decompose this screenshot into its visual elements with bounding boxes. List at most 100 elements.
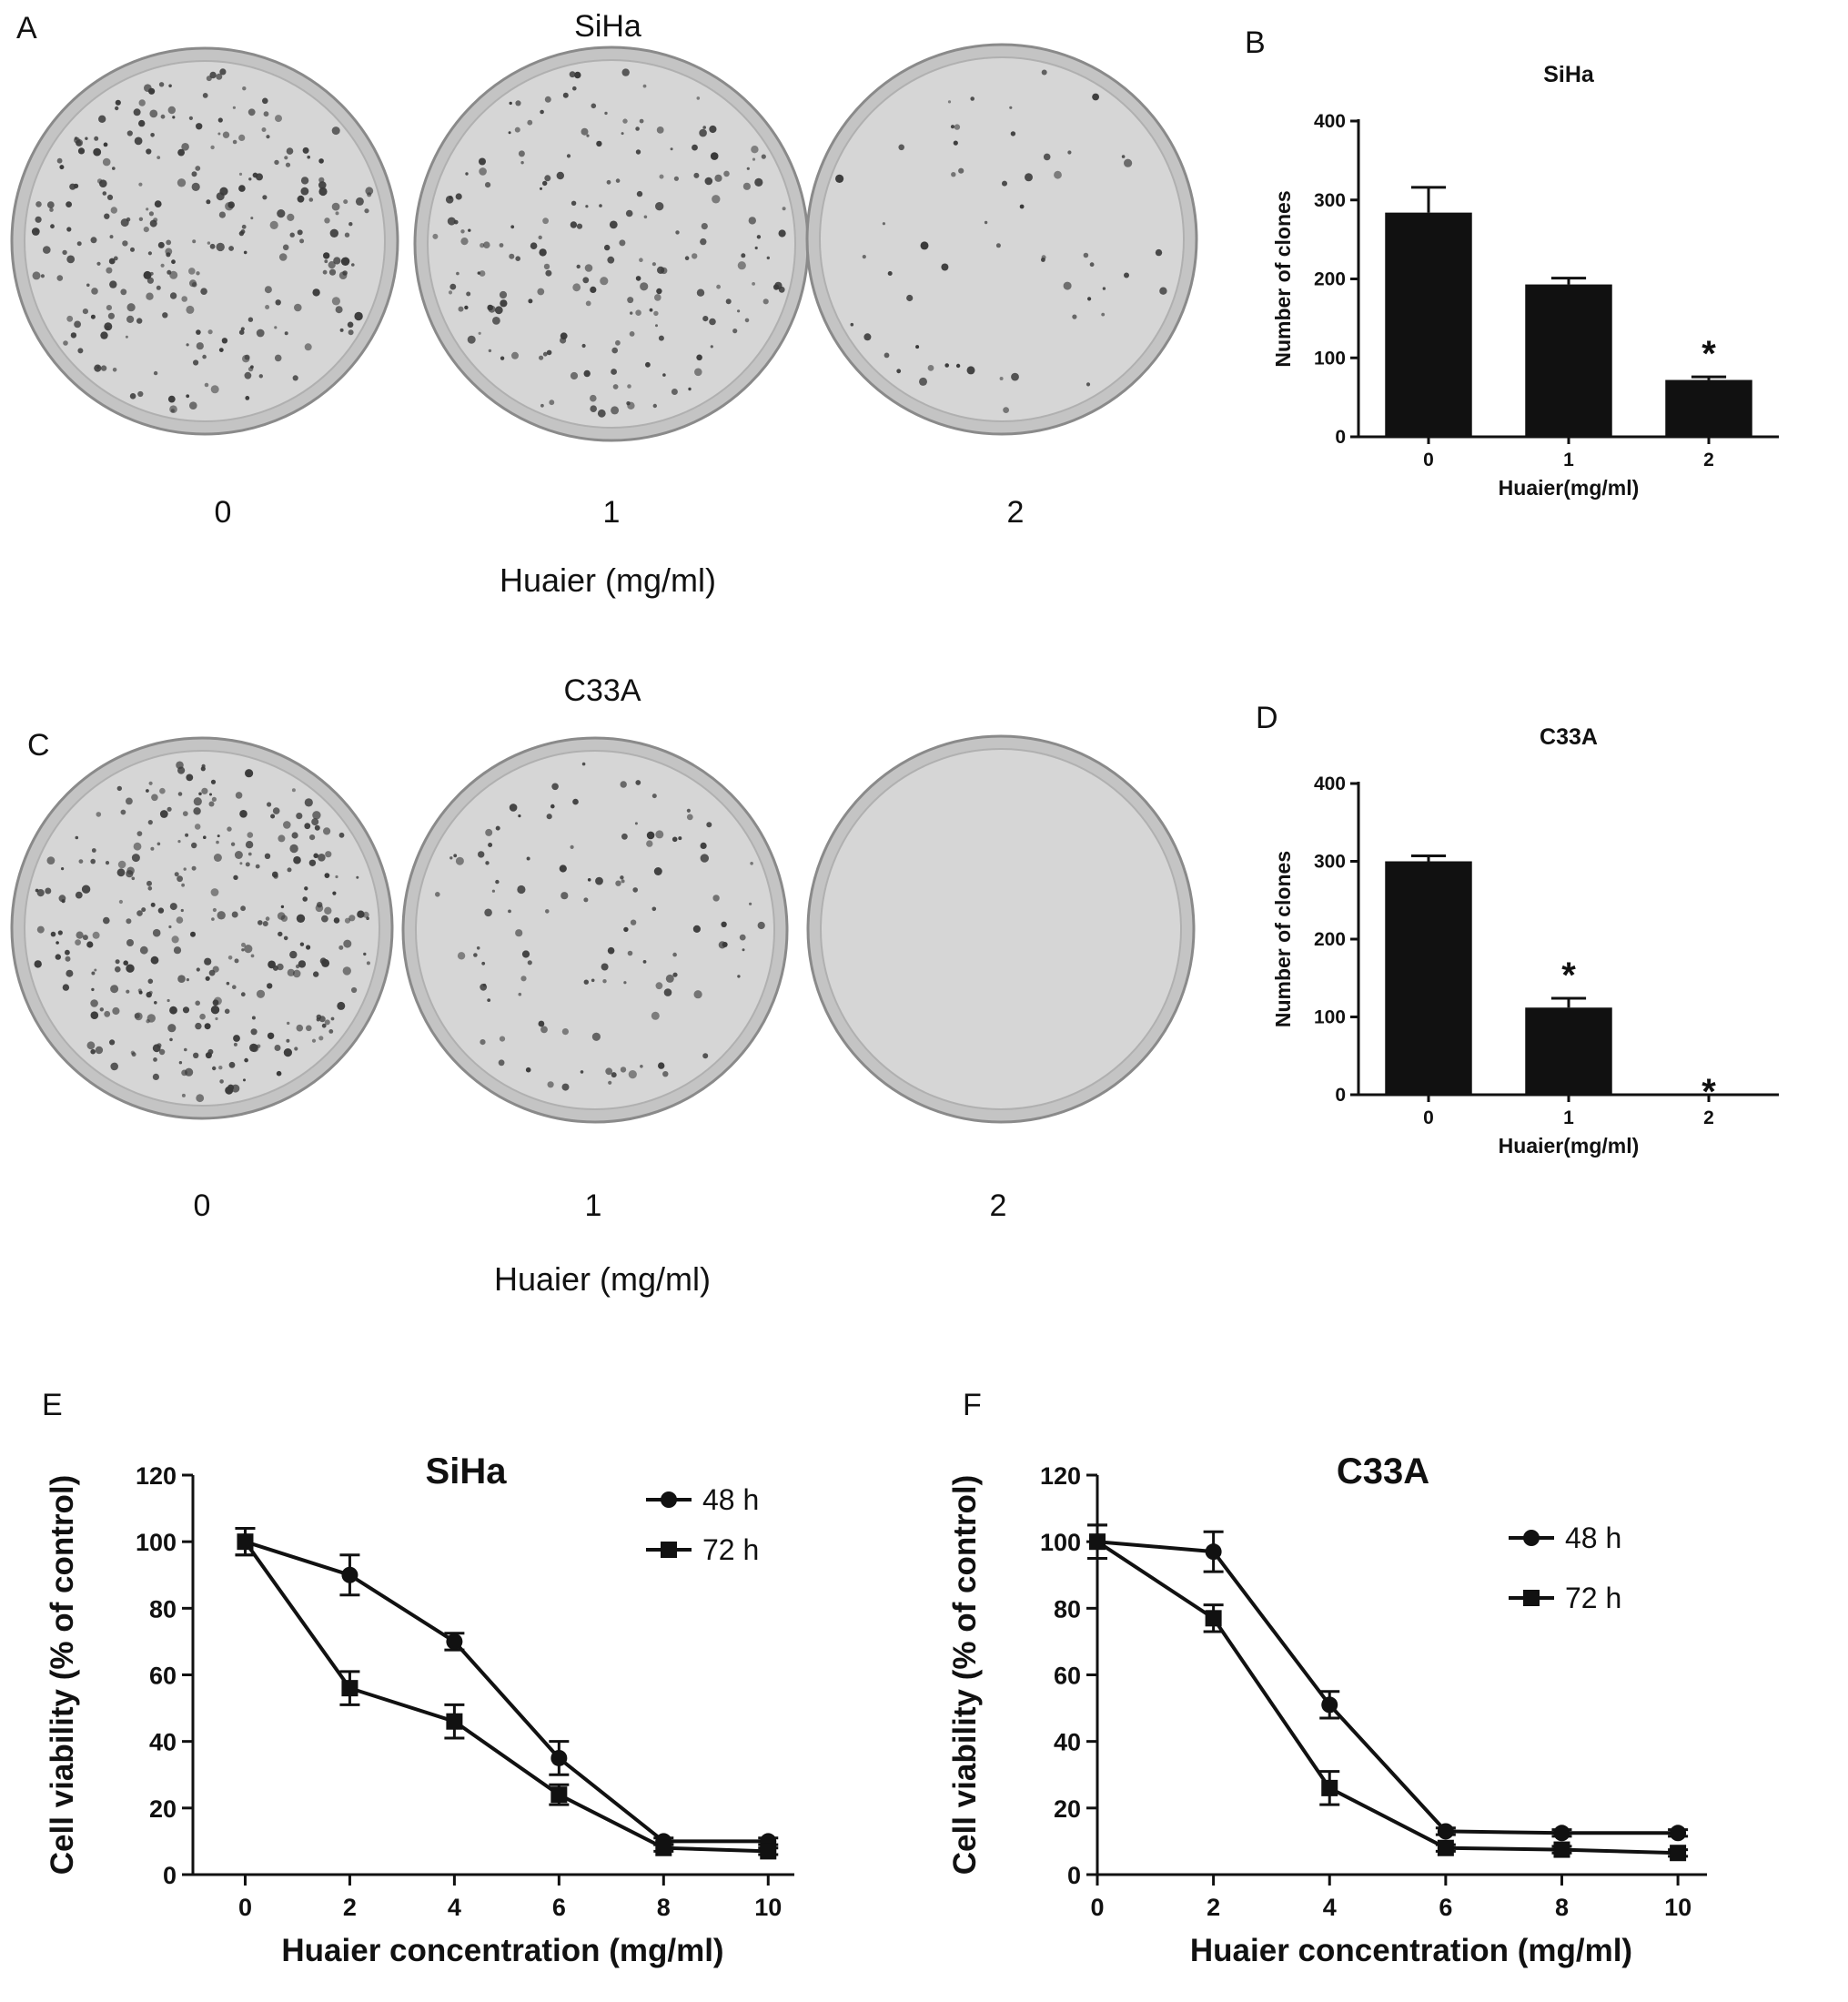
- colony: [238, 172, 243, 176]
- colony: [898, 144, 904, 151]
- colony: [544, 175, 551, 182]
- colony: [581, 127, 589, 136]
- x-tick-label: 2: [1703, 1107, 1714, 1128]
- colony: [445, 196, 454, 204]
- colony: [364, 208, 369, 214]
- colony: [115, 99, 121, 106]
- colony: [363, 952, 367, 956]
- colony: [169, 405, 177, 414]
- plate-siha-2-colonies: [835, 69, 1167, 413]
- colony: [129, 393, 136, 399]
- x-tick-label: 2: [1703, 450, 1714, 470]
- colony: [324, 1019, 330, 1026]
- colony: [754, 177, 763, 187]
- colony: [737, 309, 741, 313]
- colony: [186, 394, 190, 399]
- colony: [136, 318, 143, 324]
- colony: [181, 1069, 188, 1077]
- colony: [338, 945, 344, 950]
- colony: [1041, 69, 1047, 76]
- colony: [147, 886, 153, 891]
- colony: [351, 986, 358, 994]
- significance-mark: *: [1561, 956, 1576, 996]
- colony: [1043, 153, 1051, 161]
- colony: [228, 246, 234, 251]
- colony: [585, 300, 591, 307]
- colony: [766, 256, 770, 260]
- colony: [449, 283, 457, 290]
- colony: [623, 981, 627, 985]
- colony: [678, 836, 682, 841]
- colony: [559, 864, 567, 873]
- data-point-square: [1205, 1610, 1222, 1627]
- colony: [632, 887, 638, 893]
- colony: [277, 209, 286, 218]
- data-point-square: [1321, 1779, 1338, 1796]
- colony: [510, 225, 515, 229]
- colony: [138, 182, 143, 187]
- colony: [193, 797, 202, 806]
- colony: [587, 878, 591, 882]
- legend-marker-square: [1523, 1590, 1540, 1606]
- y-tick-label: 400: [1314, 111, 1346, 132]
- colony: [599, 204, 602, 207]
- colony: [366, 961, 370, 966]
- colony: [91, 971, 96, 976]
- colony: [335, 306, 343, 314]
- colony: [551, 783, 559, 791]
- plate-c33a-1-face: [415, 750, 775, 1110]
- significance-mark: *: [1702, 1072, 1716, 1112]
- colony: [287, 213, 295, 221]
- colony: [906, 294, 914, 302]
- colony: [306, 1025, 312, 1032]
- colony: [235, 792, 243, 799]
- colony: [146, 880, 152, 886]
- colony: [321, 958, 330, 967]
- colony: [209, 71, 217, 79]
- colony: [604, 244, 611, 251]
- colony: [238, 185, 246, 192]
- colony: [157, 156, 161, 160]
- y-tick-label: 300: [1314, 190, 1346, 211]
- colony: [212, 1066, 217, 1071]
- colony: [333, 257, 341, 265]
- chart-title: C33A: [1540, 724, 1598, 750]
- data-point-square: [446, 1713, 463, 1730]
- colony: [278, 931, 283, 937]
- colony: [283, 935, 288, 941]
- colony: [76, 931, 84, 939]
- colony: [639, 258, 643, 263]
- colony: [324, 217, 330, 224]
- colony: [480, 983, 488, 991]
- colony: [193, 1052, 199, 1059]
- colony: [86, 1041, 96, 1050]
- colony: [343, 939, 352, 948]
- colony: [120, 218, 129, 228]
- colony: [284, 156, 288, 160]
- colony: [247, 108, 256, 116]
- colony: [66, 201, 72, 208]
- colony: [191, 282, 197, 288]
- colony: [50, 931, 56, 937]
- x-tick-label: 10: [1664, 1894, 1691, 1921]
- colony: [115, 106, 119, 111]
- colony: [96, 261, 101, 266]
- colony: [227, 826, 232, 832]
- colony: [275, 115, 282, 123]
- colony: [600, 277, 609, 286]
- colony: [91, 288, 98, 295]
- colony: [663, 988, 672, 996]
- colony: [171, 935, 179, 944]
- colony: [328, 268, 337, 276]
- colony: [329, 228, 338, 238]
- colony: [751, 146, 759, 154]
- colony: [318, 181, 327, 189]
- colony: [495, 825, 500, 831]
- colony: [275, 299, 281, 306]
- colony: [102, 191, 107, 196]
- bar: [1385, 212, 1472, 437]
- colony: [96, 366, 100, 369]
- colony: [183, 867, 187, 871]
- colony: [621, 68, 630, 76]
- colony: [56, 157, 63, 164]
